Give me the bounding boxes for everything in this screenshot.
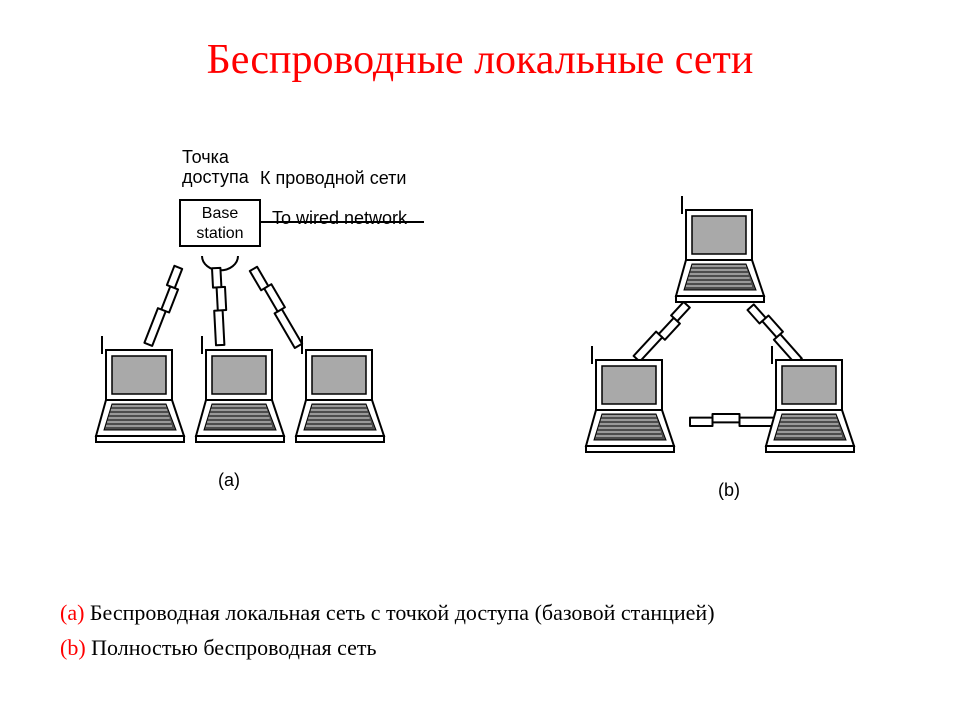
subfig-a-label: (a) <box>218 470 240 491</box>
caption-a-marker: (a) <box>60 600 84 625</box>
caption-a: (a) Беспроводная локальная сеть с точкой… <box>60 600 715 626</box>
caption-a-text: Беспроводная локальная сеть с точкой дос… <box>84 600 714 625</box>
svg-text:station: station <box>196 225 243 242</box>
svg-text:Base: Base <box>202 205 239 222</box>
subfig-b-label: (b) <box>718 480 740 501</box>
caption-b-marker: (b) <box>60 635 86 660</box>
slide: Беспроводные локальные сети Точка доступ… <box>0 0 960 720</box>
caption-b-text: Полностью беспроводная сеть <box>86 635 377 660</box>
caption-b: (b) Полностью беспроводная сеть <box>60 635 377 661</box>
